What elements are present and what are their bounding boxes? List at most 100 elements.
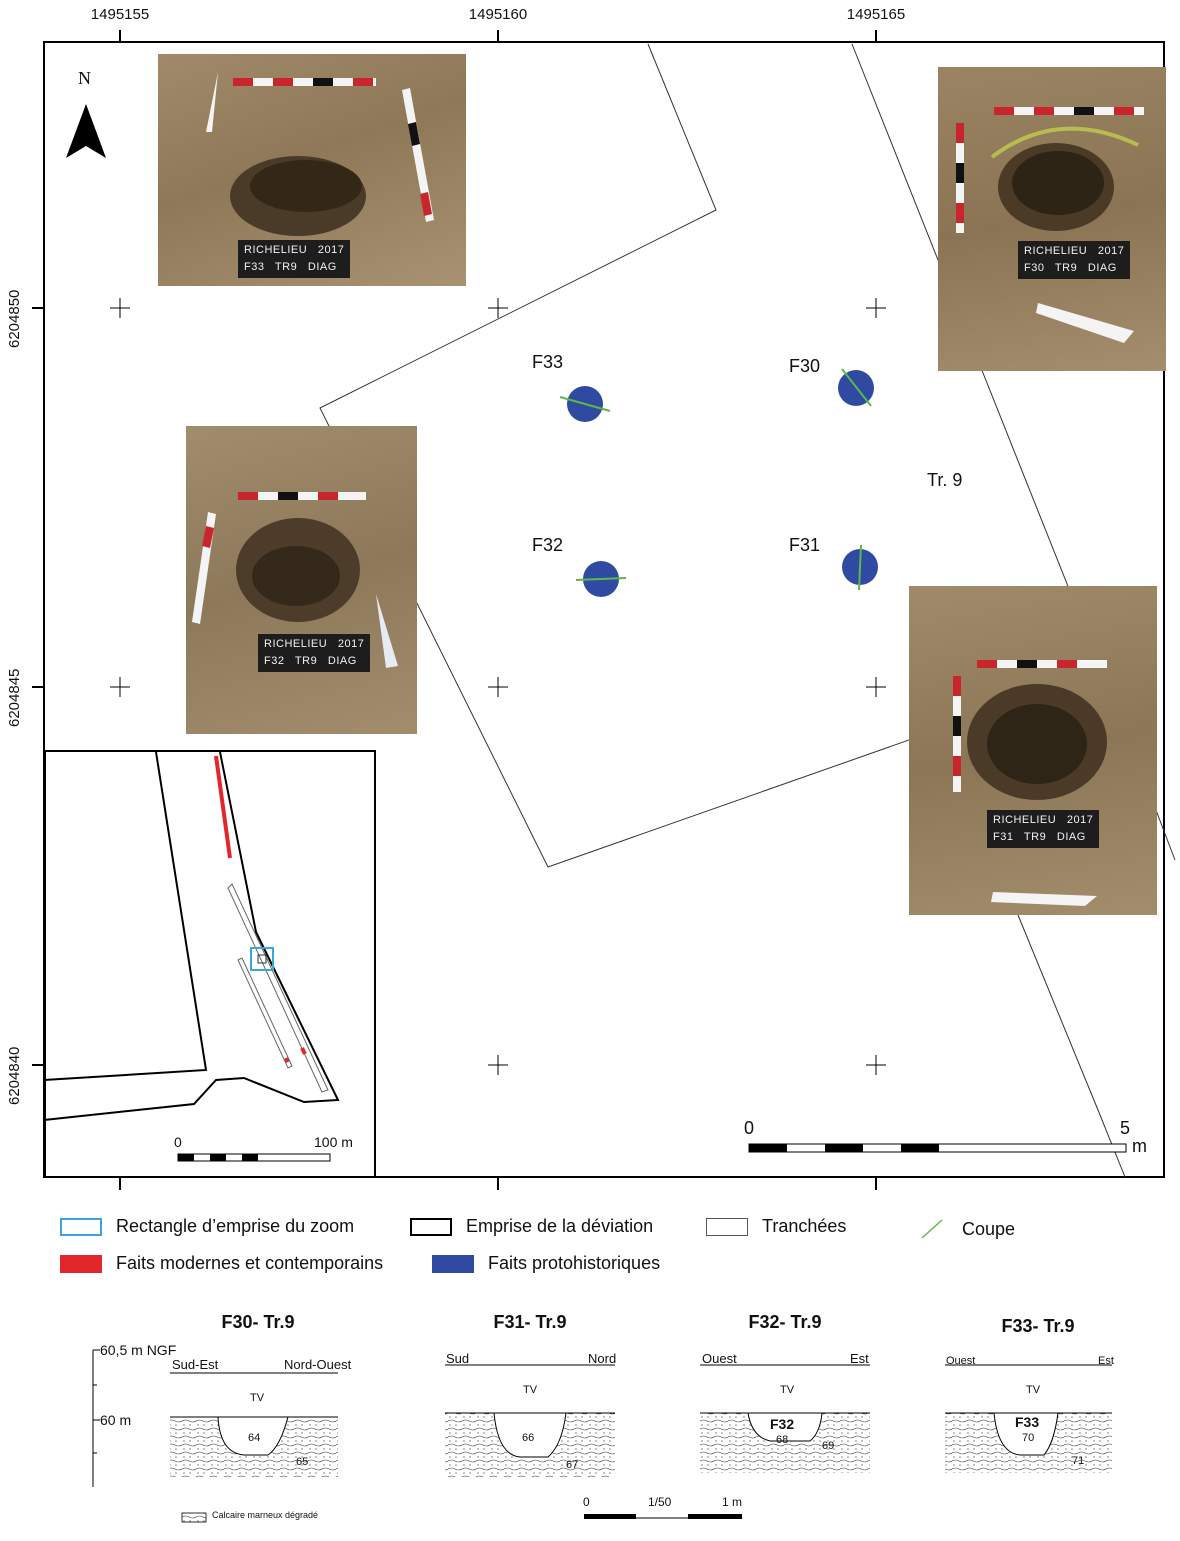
limestone-swatch bbox=[181, 1512, 207, 1523]
sections-canvas bbox=[92, 1349, 1112, 1523]
legend-label-modern: Faits modernes et contemporains bbox=[116, 1253, 384, 1273]
legend-swatch-modern bbox=[60, 1254, 102, 1273]
photo-sign-f30: RICHELIEU 2017 F30 TR9 DIAG bbox=[1018, 241, 1131, 279]
x-coord-3: 1495165 bbox=[846, 6, 906, 23]
section-line-f32 bbox=[575, 577, 627, 581]
legend-label-trenches: Tranchées bbox=[762, 1216, 847, 1236]
section-scale-end: 1 m bbox=[722, 1495, 743, 1509]
photo-f32[interactable]: RICHELIEU 2017 F32 TR9 DIAG bbox=[186, 426, 417, 734]
f33-tv: TV bbox=[1026, 1384, 1041, 1396]
feature-label-f32: F32 bbox=[532, 535, 564, 555]
legend-swatch-trenches bbox=[706, 1217, 748, 1236]
section-drawing-f33 bbox=[945, 1364, 1112, 1473]
f31-fill: 66 bbox=[522, 1432, 535, 1444]
x-coord-2: 1495160 bbox=[468, 6, 528, 23]
legend-swatch-zoom bbox=[60, 1217, 102, 1236]
f30-right: Nord-Ouest bbox=[284, 1357, 352, 1372]
photo-f30[interactable]: RICHELIEU 2017 F30 TR9 DIAG bbox=[938, 67, 1166, 371]
section-title-f32: F32- Tr.9 bbox=[748, 1312, 822, 1332]
f31-base: 67 bbox=[566, 1459, 579, 1471]
inset-scale-bar bbox=[177, 1153, 331, 1162]
f32-left: Ouest bbox=[702, 1351, 737, 1366]
legend-deviation: Emprise de la déviation bbox=[410, 1216, 653, 1237]
limestone-legend-label: Calcaire marneux dégradé bbox=[212, 1510, 319, 1520]
section-line-f33 bbox=[559, 396, 611, 412]
legend-swatch-deviation bbox=[410, 1217, 452, 1236]
feature-label-f30: F30 bbox=[789, 356, 821, 376]
x-coord-1: 1495155 bbox=[90, 6, 150, 23]
y-coord-1: 6204850 bbox=[6, 289, 23, 348]
section-scale-bar bbox=[584, 1514, 742, 1519]
coord-ticks bbox=[32, 30, 877, 1190]
legend-zoom: Rectangle d’emprise du zoom bbox=[60, 1216, 354, 1237]
f33-left: Ouest bbox=[946, 1355, 976, 1367]
f31-right: Nord bbox=[588, 1351, 617, 1366]
section-scale-start: 0 bbox=[583, 1495, 590, 1509]
scale-label-start: 0 bbox=[744, 1118, 755, 1138]
f30-tv: TV bbox=[250, 1392, 265, 1404]
legend-section: Coupe bbox=[918, 1218, 1015, 1240]
f33-fill: 70 bbox=[1022, 1432, 1035, 1444]
north-label: N bbox=[78, 68, 91, 88]
legend-label-section: Coupe bbox=[962, 1218, 1016, 1239]
photo-f31[interactable]: RICHELIEU 2017 F31 TR9 DIAG bbox=[909, 586, 1157, 915]
legend-modern: Faits modernes et contemporains bbox=[60, 1253, 383, 1274]
grid-crosses bbox=[110, 298, 886, 1075]
legend-label-zoom: Rectangle d’emprise du zoom bbox=[116, 1216, 355, 1236]
section-title-f33: F33- Tr.9 bbox=[1001, 1316, 1075, 1336]
photo-sign-f32: RICHELIEU 2017 F32 TR9 DIAG bbox=[258, 634, 371, 672]
f33-right: Est bbox=[1098, 1355, 1114, 1367]
section-line-f31 bbox=[858, 544, 862, 591]
north-arrow-icon bbox=[66, 104, 106, 158]
features bbox=[559, 368, 878, 597]
feature-label-f31: F31 bbox=[789, 535, 821, 555]
inset-modern-features bbox=[214, 755, 307, 1063]
legend-swatch-protohistoric bbox=[432, 1254, 474, 1273]
legend-protohistoric: Faits protohistoriques bbox=[432, 1253, 660, 1274]
f32-right: Est bbox=[850, 1351, 869, 1366]
f31-tv: TV bbox=[523, 1384, 538, 1396]
f32-tv: TV bbox=[780, 1384, 795, 1396]
section-line-f30 bbox=[841, 368, 872, 407]
scale-label-unit: m bbox=[1132, 1136, 1147, 1156]
inset-scale-end: 100 m bbox=[314, 1134, 353, 1150]
section-title-f30: F30- Tr.9 bbox=[221, 1312, 295, 1332]
legend-label-protohistoric: Faits protohistoriques bbox=[488, 1253, 661, 1273]
y-coord-3: 6204840 bbox=[6, 1046, 23, 1105]
inset-scale-start: 0 bbox=[174, 1134, 182, 1150]
legend-label-deviation: Emprise de la déviation bbox=[466, 1216, 654, 1236]
photo-sign-f31: RICHELIEU 2017 F31 TR9 DIAG bbox=[987, 810, 1100, 848]
f32-fill: 68 bbox=[776, 1434, 789, 1446]
section-scale-ratio: 1/50 bbox=[648, 1495, 672, 1509]
f32-base: 69 bbox=[822, 1440, 835, 1452]
photo-sign-f33: RICHELIEU 2017 F33 TR9 DIAG bbox=[238, 240, 351, 278]
legend-swatch-section bbox=[921, 1219, 943, 1239]
section-drawing-f32 bbox=[700, 1364, 870, 1473]
map-frame bbox=[43, 41, 1165, 1178]
f33-base: 71 bbox=[1072, 1455, 1085, 1467]
f30-base: 65 bbox=[296, 1456, 309, 1468]
inset-map bbox=[44, 750, 376, 1178]
y-coord-2: 6204845 bbox=[6, 668, 23, 727]
elevation-mid: 60 m bbox=[100, 1412, 132, 1428]
deviation-outline bbox=[44, 751, 340, 1121]
f30-fill: 64 bbox=[248, 1432, 261, 1444]
f31-left: Sud bbox=[446, 1351, 470, 1366]
f33-tag: F33 bbox=[1015, 1414, 1040, 1430]
photo-f33[interactable]: RICHELIEU 2017 F33 TR9 DIAG bbox=[158, 54, 466, 286]
section-drawing-f30 bbox=[170, 1372, 338, 1477]
elevation-axis bbox=[92, 1349, 100, 1487]
scale-label-end: 5 bbox=[1120, 1118, 1131, 1138]
elevation-top: 60,5 m NGF bbox=[100, 1342, 177, 1358]
section-title-f31: F31- Tr.9 bbox=[493, 1312, 567, 1332]
map-scale-bar bbox=[748, 1143, 1127, 1153]
legend-trenches: Tranchées bbox=[706, 1216, 846, 1237]
f32-tag: F32 bbox=[770, 1416, 795, 1432]
inset-zoom-rect[interactable] bbox=[250, 947, 274, 971]
section-drawing-f31 bbox=[445, 1364, 615, 1477]
trench-label: Tr. 9 bbox=[927, 470, 963, 490]
f30-left: Sud-Est bbox=[172, 1357, 219, 1372]
inset-trenches bbox=[227, 883, 329, 1093]
feature-label-f33: F33 bbox=[532, 352, 564, 372]
